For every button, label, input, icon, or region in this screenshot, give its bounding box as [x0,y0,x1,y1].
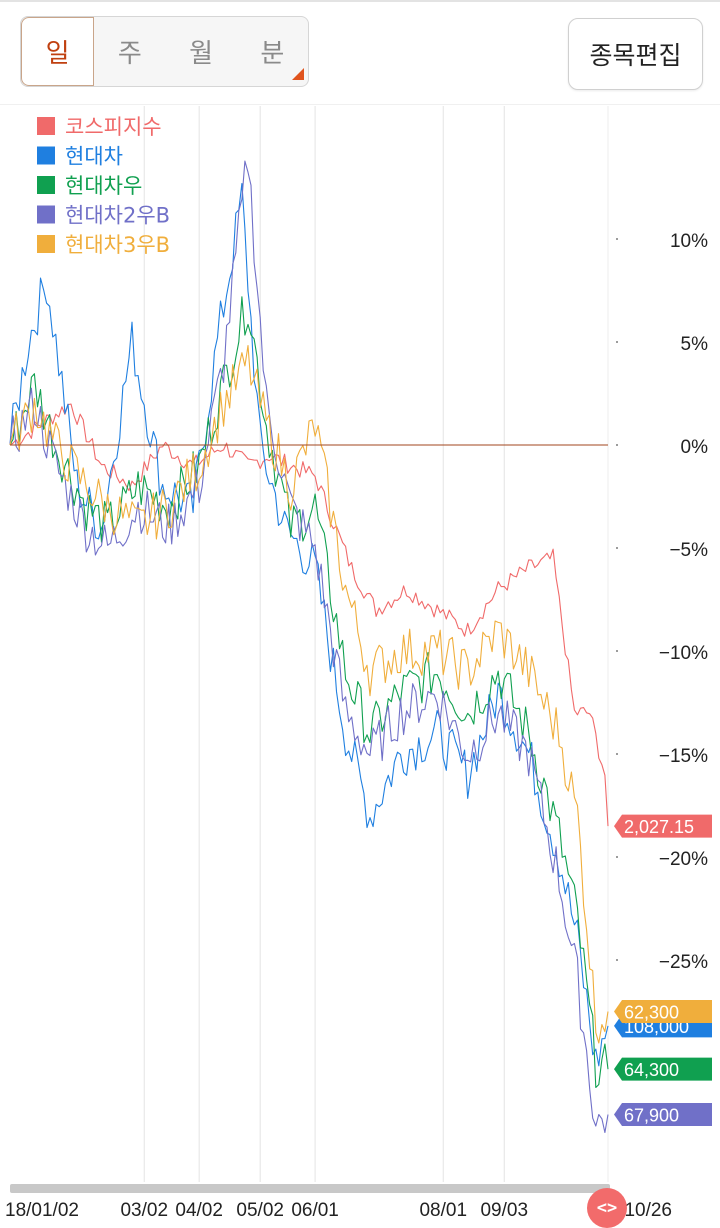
header-divider [0,104,720,105]
tab-minute[interactable]: 분 [237,17,308,86]
legend-swatch [37,205,55,224]
y-tick-label: −20% [659,849,708,870]
end-value-tag [614,1000,712,1023]
legend-label: 현대차3우B [65,233,170,257]
y-tick-label: −15% [659,746,708,767]
edit-stocks-button[interactable]: 종목편집 [568,18,703,90]
end-value-tag [614,1103,712,1126]
y-tick-mark [616,650,618,652]
y-tick-mark [616,753,618,755]
period-tab-group: 일 주 월 분 [20,16,309,87]
x-tick-label: 03/02 [120,1200,168,1221]
x-tick-label: 09/03 [480,1200,528,1221]
legend-label: 현대차2우B [65,204,170,228]
dropdown-corner-icon [292,68,304,80]
tab-week[interactable]: 주 [117,39,142,69]
series-line [9,345,609,1044]
legend-swatch [37,146,55,165]
x-tick-label: 05/02 [236,1200,284,1221]
series-line [9,296,609,1089]
end-value-label: 67,900 [624,1106,679,1126]
tab-minute-label: 분 [260,39,285,69]
tab-month[interactable]: 월 [189,39,214,69]
series-line [9,182,609,1067]
series-line [9,160,609,1134]
y-tick-label: 0% [681,437,709,458]
legend-swatch [37,117,55,135]
y-tick-label: −5% [669,540,708,561]
series-line [9,403,609,827]
x-tick-label: 10/26 [624,1200,672,1221]
legend-label: 현대차 [65,145,123,169]
y-tick-label: 10% [670,231,708,252]
legend-label: 코스피지수 [65,115,162,139]
x-tick-label: 06/01 [291,1200,339,1221]
end-value-label: 2,027.15 [624,817,694,837]
y-tick-mark [616,444,618,446]
legend-swatch [37,176,55,194]
comparison-line-chart: 10% 5% 0% −5% −10% −15% −20% −25% 코스피지수현대차현대차우현대… [5,106,712,1221]
top-divider [0,0,720,2]
y-tick-label: −25% [659,952,708,973]
y-tick-mark [616,341,618,343]
y-tick-mark [616,547,618,549]
end-value-label: 62,300 [624,1003,679,1023]
y-tick-label: −10% [659,643,708,664]
scroll-handle[interactable]: <> [587,1188,627,1228]
end-value-tag [614,814,712,838]
x-tick-label: 04/02 [175,1200,223,1221]
chart-scrollbar[interactable] [10,1184,610,1193]
tab-day[interactable]: 일 [21,17,95,86]
legend-swatch [37,235,55,253]
end-value-tag [614,1057,712,1081]
x-tick-label: 18/01/02 [5,1200,79,1221]
end-value-label: 64,300 [624,1060,679,1080]
y-tick-label: 5% [681,334,709,355]
x-tick-label: 08/01 [419,1200,467,1221]
y-tick-mark [616,959,618,961]
legend-label: 현대차우 [65,174,142,198]
y-tick-mark [616,856,618,858]
y-tick-mark [616,238,618,240]
